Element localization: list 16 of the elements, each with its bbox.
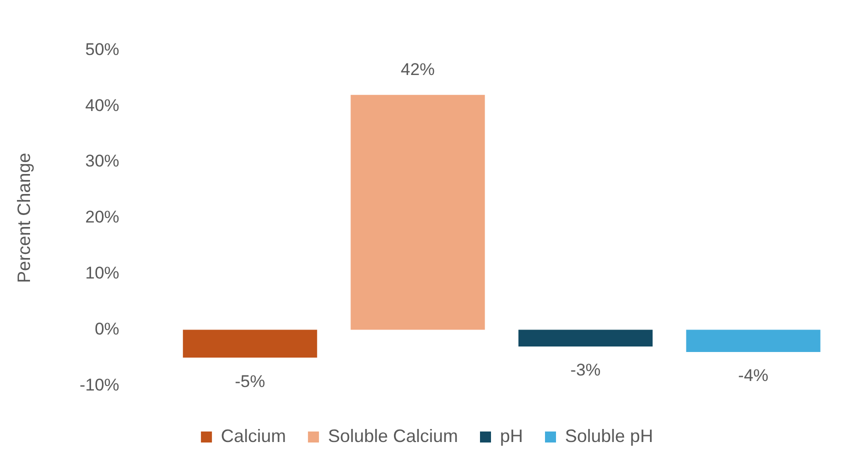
legend-label: Soluble Calcium (328, 426, 458, 446)
y-axis-title: Percent Change (14, 152, 34, 283)
y-tick-label: 20% (85, 208, 120, 227)
legend-label: pH (500, 426, 524, 446)
y-tick-label: 40% (85, 96, 120, 115)
data-label: -3% (570, 360, 601, 380)
y-tick-label: -10% (80, 375, 120, 394)
legend-label: Soluble pH (565, 426, 654, 446)
data-label: -5% (234, 372, 266, 391)
legend-label: Calcium (220, 426, 286, 446)
y-tick-label: 30% (85, 152, 120, 171)
y-tick-label: 0% (94, 319, 120, 338)
y-tick-label: 10% (85, 263, 120, 282)
y-tick-label: 50% (85, 40, 120, 59)
data-label: -4% (738, 366, 768, 386)
data-label: 42% (400, 60, 435, 80)
